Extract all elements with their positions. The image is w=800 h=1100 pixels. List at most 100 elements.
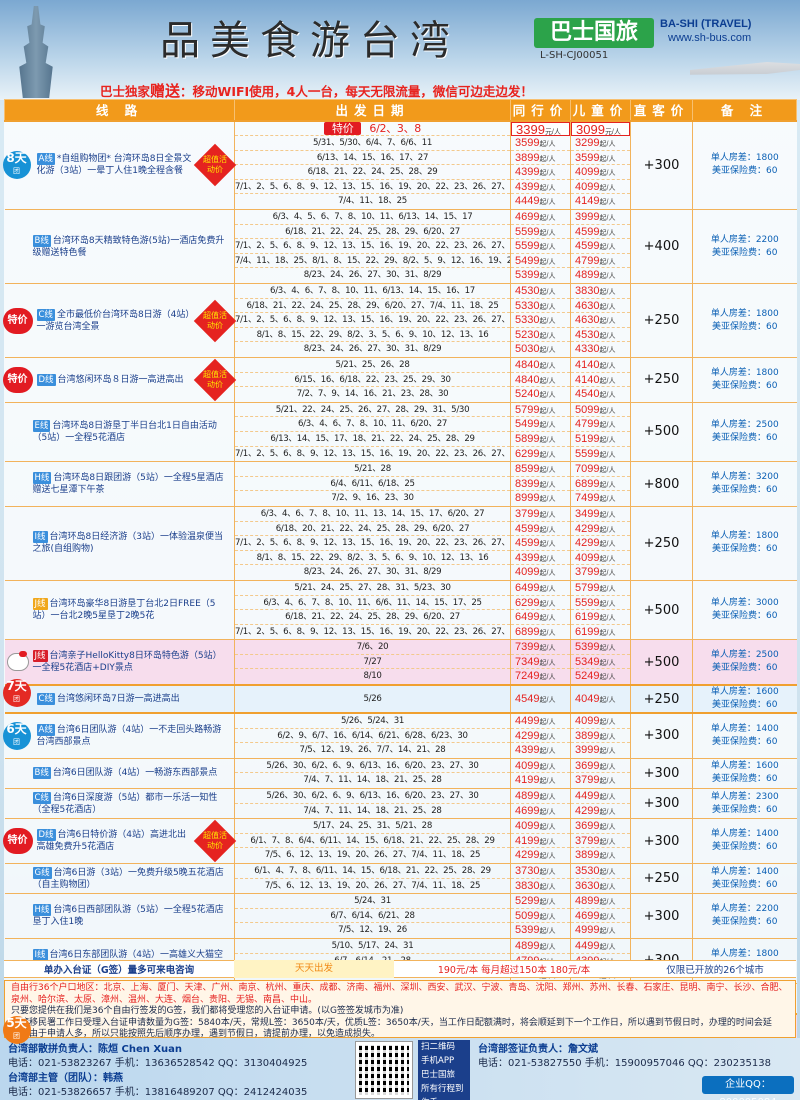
contact-leader-3: 台湾部签证负责人：詹文斌 (478, 1044, 598, 1055)
note-line: 单人房差：1800 (710, 308, 779, 319)
child-price: 5099起/人 (571, 403, 631, 418)
note-cell: 单人房差：1400 美亚保险费：60 (692, 818, 797, 864)
value-price-badge: 超值活动价 (193, 144, 237, 187)
date-line: 6/3、4、6、7、8、10、11、6/13、14、15、16、17 (235, 284, 511, 299)
wechat-app-info: 扫二维码 手机APP 巴士国旅 所有行程到你手 (418, 1040, 470, 1100)
price-value: 7499 (575, 492, 600, 505)
price-value: 3530 (575, 865, 600, 877)
adult-price-cell: 6499起/人 6299起/人 6499起/人 6899起/人 (510, 580, 571, 641)
price-unit: 起/人 (539, 184, 556, 192)
price-value: 4899 (575, 895, 600, 908)
note-line: 单人房差：2500 (710, 419, 779, 430)
note-cell: 单人房差：3000 美亚保险费：60 (692, 580, 797, 641)
enterprise-qq[interactable]: 企业QQ：800005084 (702, 1076, 794, 1100)
note-cell: 单人房差：2500 美亚保险费：60 (692, 639, 797, 686)
child-price: 6899起/人 (571, 477, 631, 492)
child-price-cell: 3830起/人 4630起/人 4630起/人 4530起/人 4330起/人 (570, 283, 631, 358)
price-value: 4499 (575, 939, 600, 952)
price-unit: 起/人 (539, 392, 556, 400)
price-unit: 起/人 (599, 659, 616, 667)
route-cell: I线 台湾环岛8日经济游（3站）一体验温泉便当之旅(自组购物) (4, 506, 235, 581)
adult-price: 4199起/人 (511, 834, 571, 849)
route-cell: 6天团 A线 台湾6日团队游（4站）一不走回头路畅游台湾西部景点 (2, 713, 235, 759)
note-line: 美亚保险费：60 (712, 432, 778, 443)
price-value: 4899 (515, 790, 540, 803)
day-badge: 5天团 (2, 1015, 31, 1044)
child-price: 6199起/人 (571, 625, 630, 640)
brand-url[interactable]: www.sh-bus.com (668, 32, 752, 44)
date-text: 7/6、20 (356, 642, 389, 653)
adult-price: 5599起/人 (511, 239, 571, 254)
child-price: 3999起/人 (571, 210, 631, 225)
price-unit: 起/人 (539, 141, 556, 149)
route-cell: J线 台湾亲子HelloKitty8日环岛特色游（5站）一全程5花酒店+DIY景点 (4, 639, 235, 686)
date-text: 5/26、30、6/2、6、9、6/13、16、6/20、23、27、30 (266, 791, 479, 802)
price-unit: 起/人 (599, 778, 616, 786)
date-text: 6/18、21、22、24、25、28、29、6/20、27 (285, 612, 460, 623)
price-value: 5199 (575, 432, 600, 445)
date-text: 7/4、7、11、14、18、21、25、28 (303, 775, 442, 786)
price-value: 4899 (515, 939, 540, 952)
price-unit: 起/人 (539, 170, 556, 178)
price-unit: 起/人 (599, 407, 616, 415)
date-line: 5/24、31 (235, 894, 511, 909)
adult-price-cell: 3730起/人 3830起/人 (510, 863, 571, 895)
price-value: 4840 (515, 359, 540, 371)
price-unit: 起/人 (599, 585, 616, 593)
dates-cell: 5/26 (234, 685, 511, 714)
child-price: 4140起/人 (571, 358, 631, 373)
airplane-icon (690, 62, 800, 75)
price-unit: 起/人 (599, 392, 616, 400)
dates-cell: 5/17、24、25、31、5/21、28 6/1、7、8、6/4、6/11、14… (234, 818, 511, 864)
price-unit: 起/人 (599, 645, 616, 653)
dates-cell: 5/21、28 6/4、6/11、6/18、25 7/2、9、16、23、30 (234, 461, 511, 507)
price-unit: 起/人 (599, 170, 616, 178)
adult-price: 5330起/人 (511, 299, 571, 314)
price-unit: 起/人 (539, 629, 556, 637)
tour-row: B线 台湾6日团队游（4站）一畅游东西部景点 5/26、30、6/2、6、9、6/1… (4, 758, 797, 790)
price-unit: 起/人 (599, 199, 616, 207)
date-line: 7/5、6、12、13、19、20、26、27、7/4、11、18、25 (235, 848, 510, 863)
date-text: 6/13、14、15、16、17、27 (316, 152, 429, 163)
price-value: 3899 (575, 849, 600, 862)
date-text: 7/1、2、5、6、8、9、12、13、15、16、19、20、22、23、26… (235, 181, 511, 192)
adult-price: 6899起/人 (511, 625, 570, 640)
date-text: 7/5、6、12、13、19、20、26、27、7/4、11、18、25 (264, 880, 481, 891)
price-unit: 起/人 (539, 258, 556, 266)
qr-code-icon[interactable] (355, 1041, 413, 1099)
adult-price: 4599起/人 (511, 536, 571, 551)
child-price: 3830起/人 (571, 284, 631, 299)
note-line: 美亚保险费：60 (712, 380, 778, 391)
price-value: 7349 (515, 655, 540, 668)
child-price: 4299起/人 (571, 522, 631, 537)
price-value: 4140 (575, 359, 600, 371)
note-line: 美亚保险费：60 (712, 247, 778, 258)
daily-departure: 天天出发 (234, 960, 394, 978)
contact-leader-1: 台湾部散拼负责人：陈烜 Chen Xuan (8, 1044, 183, 1055)
date-line: 6/3、4、5、6、7、8、10、11、6/13、14、15、17 (235, 210, 511, 225)
date-line: 8/1、8、15、22、29、8/2、3、5、6、9、10、12、13、16 (235, 328, 511, 343)
price-unit: 元/人 (604, 128, 621, 136)
child-price: 3899起/人 (571, 848, 630, 863)
adult-price: 5399起/人 (511, 268, 570, 283)
price-unit: 起/人 (539, 928, 556, 936)
child-price-cell: 7099起/人 6899起/人 7499起/人 (570, 461, 631, 507)
price-unit: 起/人 (599, 526, 616, 534)
adult-price: 5240起/人 (511, 387, 570, 402)
date-line: 6/18、21、22、24、25、28、29、6/20、27 (235, 225, 511, 240)
date-text: 6/18、20、21、22、24、25、28、29、6/20、27 (275, 523, 470, 534)
date-text: 7/4、11、18、25 (338, 196, 407, 207)
price-value: 5599 (575, 596, 600, 609)
price-unit: 起/人 (599, 467, 616, 475)
adult-price: 3730起/人 (511, 864, 571, 879)
route-cell: 超值活动价 特价 C线 全市最低价台湾环岛8日游（4站）一游览台湾全景 (2, 283, 237, 358)
price-unit: 起/人 (539, 496, 556, 504)
price-value: 5249 (575, 670, 600, 683)
price-unit: 起/人 (599, 141, 616, 149)
route-code: C线 (36, 693, 55, 706)
adult-price: 4530起/人 (511, 284, 571, 299)
child-price: 5199起/人 (571, 432, 631, 447)
price-value: 5330 (515, 314, 540, 327)
value-price-label: 超值活动价 (203, 155, 228, 175)
date-line: 7/4、7、11、14、18、21、25、28 (235, 773, 510, 788)
